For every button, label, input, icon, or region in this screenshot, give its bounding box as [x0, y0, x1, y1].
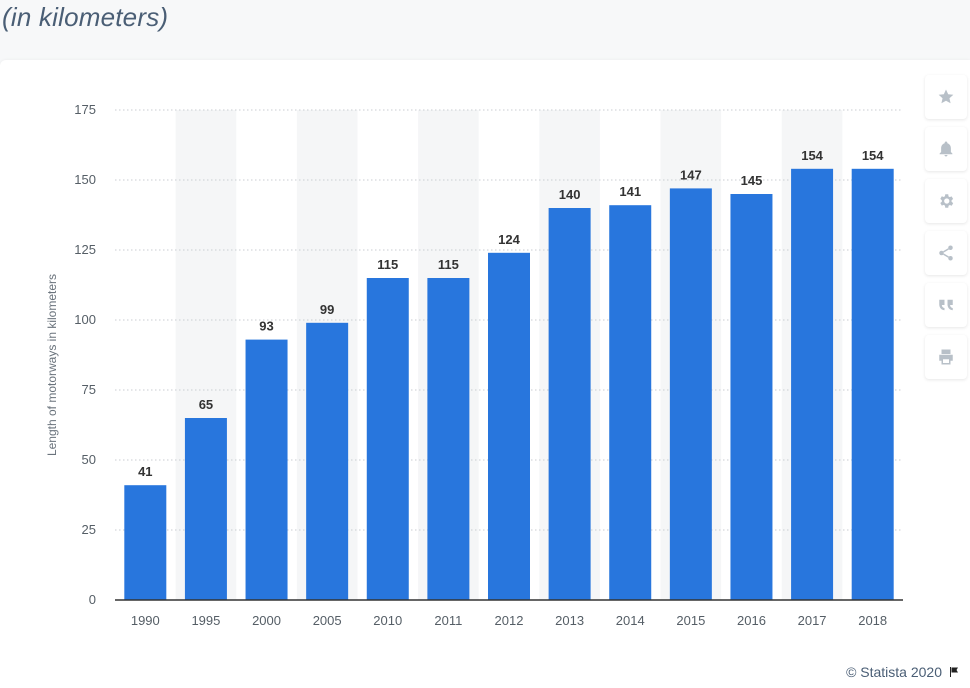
data-label: 154: [801, 148, 823, 163]
x-tick-label: 2017: [798, 613, 827, 628]
favorite-button[interactable]: [925, 75, 967, 119]
data-label: 41: [138, 464, 152, 479]
notification-button[interactable]: [925, 127, 967, 171]
x-tick-label: 2010: [373, 613, 402, 628]
data-label: 115: [377, 257, 398, 272]
share-icon: [939, 245, 953, 261]
y-axis-label: Length of motorways in kilometers: [45, 274, 59, 456]
share-button[interactable]: [925, 231, 967, 275]
bar-2017[interactable]: [791, 168, 834, 601]
bar-2015[interactable]: [669, 188, 712, 600]
statista-credit[interactable]: © Statista 2020: [846, 664, 960, 680]
data-label: 115: [438, 257, 459, 272]
bar-2010[interactable]: [366, 278, 409, 600]
bar-1990[interactable]: [124, 485, 167, 600]
bell-icon: [939, 141, 953, 157]
print-button[interactable]: [925, 335, 967, 379]
x-tick-label: 2000: [252, 613, 281, 628]
y-tick-label: 50: [82, 452, 96, 467]
chart-subtitle: (in kilometers): [2, 2, 169, 32]
quote-icon: [939, 299, 953, 311]
bar-2018[interactable]: [851, 168, 894, 601]
data-label: 124: [498, 232, 520, 247]
bar-2011[interactable]: [427, 278, 470, 600]
y-tick-label: 100: [74, 312, 96, 327]
data-label: 99: [320, 302, 334, 317]
print-icon: [939, 349, 953, 365]
star-icon: [938, 89, 954, 104]
x-tick-label: 2014: [616, 613, 645, 628]
data-label: 154: [862, 148, 884, 163]
y-tick-label: 75: [82, 382, 96, 397]
bar-2000[interactable]: [245, 339, 288, 600]
data-label: 145: [741, 173, 763, 188]
x-tick-label: 2013: [555, 613, 584, 628]
x-tick-label: 2016: [737, 613, 766, 628]
cite-button[interactable]: [925, 283, 967, 327]
x-tick-label: 1990: [131, 613, 160, 628]
x-tick-label: 2012: [495, 613, 524, 628]
bar-1995[interactable]: [184, 418, 227, 600]
bar-2013[interactable]: [548, 208, 591, 600]
x-tick-label: 2018: [858, 613, 887, 628]
bar-2016[interactable]: [730, 194, 773, 600]
data-label: 147: [680, 167, 702, 182]
credit-text: © Statista 2020: [846, 664, 942, 680]
y-tick-label: 175: [74, 102, 96, 117]
data-label: 140: [559, 187, 581, 202]
settings-button[interactable]: [925, 179, 967, 223]
y-tick-label: 0: [89, 592, 96, 607]
bar-2012[interactable]: [488, 252, 530, 601]
data-label: 93: [259, 319, 273, 334]
gear-icon: [940, 194, 954, 208]
chart-toolbar: [925, 75, 969, 379]
x-tick-label: 2011: [434, 613, 462, 628]
bar-2014[interactable]: [609, 205, 652, 600]
y-tick-label: 25: [82, 522, 96, 537]
x-tick-label: 1995: [191, 613, 220, 628]
y-tick-label: 150: [74, 172, 96, 187]
data-label: 65: [199, 397, 213, 412]
bar-2005[interactable]: [306, 322, 349, 600]
data-label: 141: [619, 184, 641, 199]
x-tick-label: 2015: [676, 613, 705, 628]
y-tick-label: 125: [74, 242, 96, 257]
x-tick-label: 2005: [313, 613, 342, 628]
flag-icon: [950, 667, 958, 677]
